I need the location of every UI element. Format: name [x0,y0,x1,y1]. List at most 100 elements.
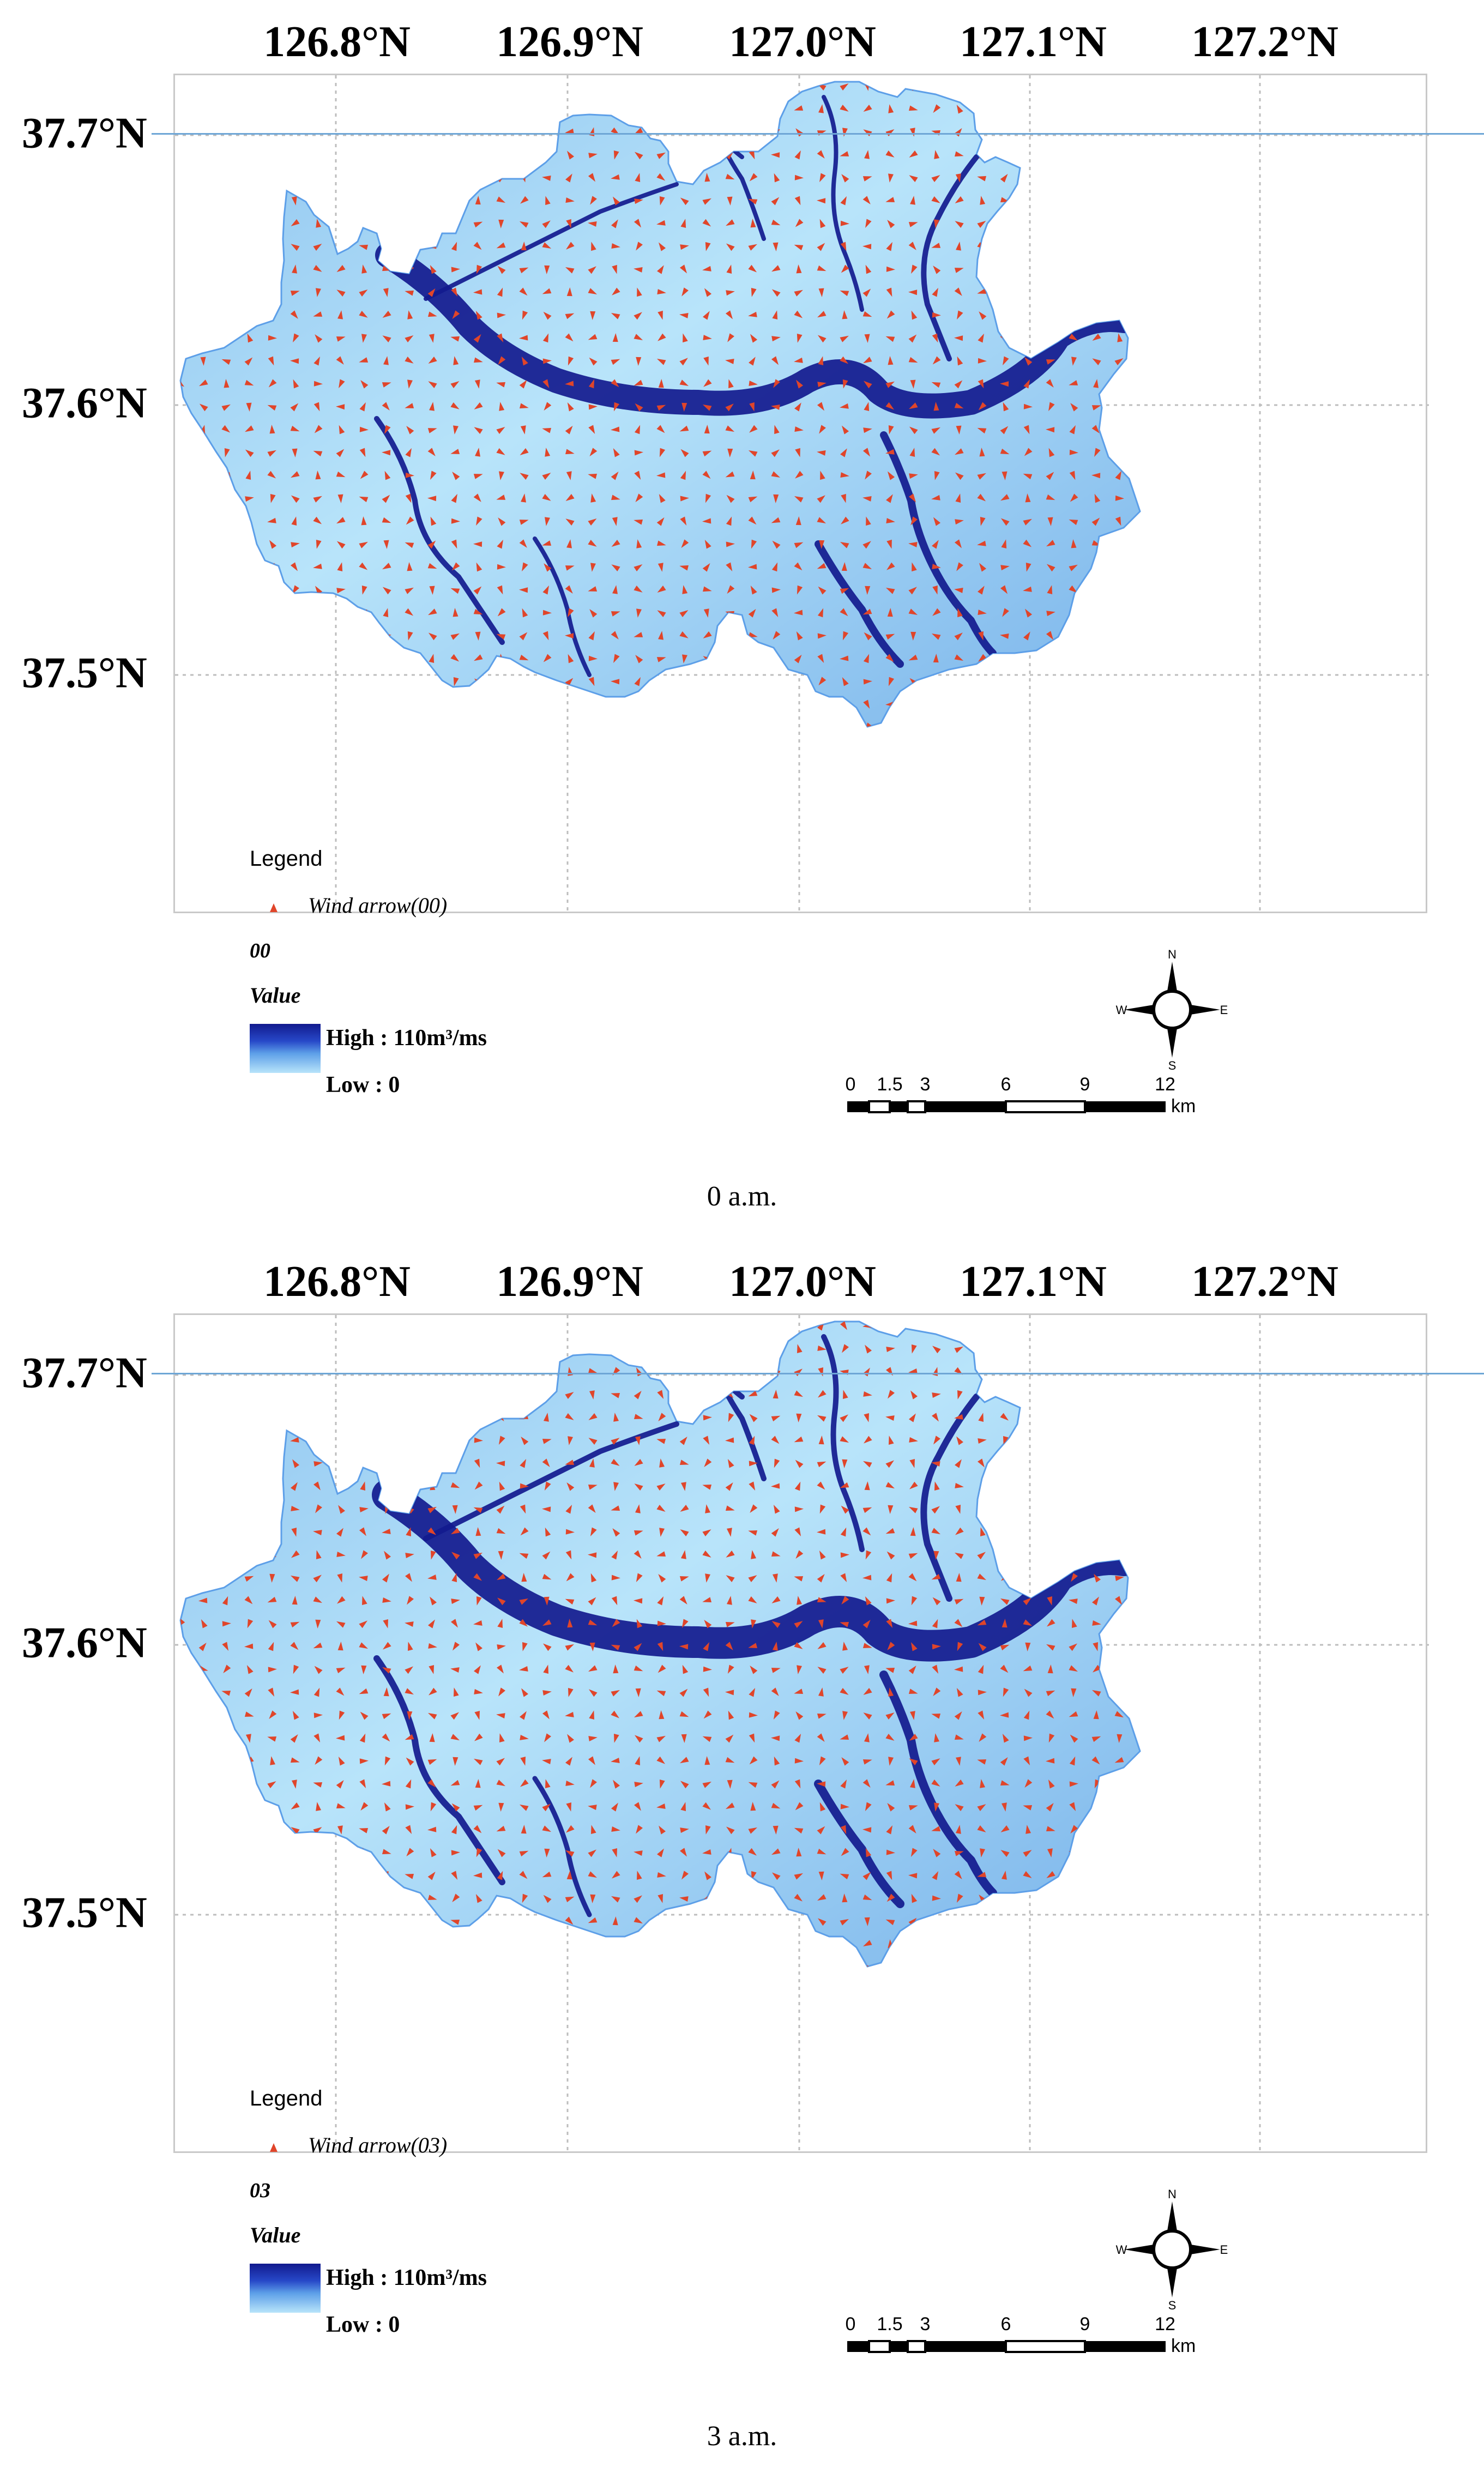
wind-arrow [1138,242,1146,252]
wind-arrow [543,1344,549,1354]
wind-arrow [840,723,849,727]
wind-arrow [748,1848,757,1856]
wind-arrow [565,449,575,455]
wind-arrow [382,84,391,91]
wind-arrow [1115,264,1122,274]
wind-arrow [221,611,231,617]
wind-arrow [498,517,506,526]
wind-arrow [977,1573,987,1581]
wind-arrow [771,85,781,90]
wind-arrow [221,359,231,365]
wind-arrow [817,1894,827,1901]
wind-arrow [1069,1391,1077,1400]
wind-arrow [840,290,849,297]
wind-arrow [1003,104,1009,114]
wind-arrow [384,219,391,228]
wind-arrow [680,1802,686,1812]
wind-arrow [612,264,617,274]
wind-arrow [774,173,780,183]
wind-arrow [338,173,345,183]
wind-arrow [932,287,938,297]
wind-arrow [270,1825,276,1835]
wind-arrow [679,1896,689,1902]
wind-arrow [565,128,574,134]
wind-arrow [748,198,758,205]
wind-arrow [497,564,506,570]
wind-arrow [544,402,552,411]
wind-arrow [221,1390,229,1399]
wind-arrow [932,1939,941,1948]
wind-arrow [794,1390,804,1397]
wind-arrow [1070,403,1078,412]
wind-arrow [612,1528,620,1537]
wind-arrow [611,679,620,685]
wind-arrow [1070,1504,1076,1514]
wind-arrow [382,1733,390,1742]
wind-arrow [1137,722,1140,727]
wind-arrow [725,1621,735,1627]
wind-arrow [336,656,345,662]
wind-arrow [313,265,322,272]
wind-arrow [1000,678,1009,686]
wind-arrow [794,1527,801,1537]
wind-arrow [590,493,596,503]
wind-arrow [636,1573,643,1583]
wind-arrow [977,540,986,546]
wind-arrow [1069,380,1078,385]
wind-arrow [224,1780,230,1789]
wind-arrow [748,1596,757,1603]
wind-arrow [842,1962,848,1967]
wind-arrow [1023,655,1033,661]
wind-arrow [1002,1939,1009,1949]
wind-arrow [886,1347,895,1353]
wind-arrow [1048,1733,1055,1743]
wind-arrow [359,541,368,548]
wind-arrow [496,448,505,455]
wind-arrow [725,425,735,432]
wind-arrow [496,1505,505,1514]
wind-arrow [313,1687,320,1697]
scale-tick-12: 12 [1155,2314,1175,2335]
wind-arrow [794,1642,803,1649]
wind-arrow [405,1919,414,1926]
wind-arrow [771,1687,779,1696]
wind-arrow [588,1504,596,1513]
wind-arrow [794,610,803,616]
wind-arrow [473,1507,483,1513]
wind-arrow [931,243,941,248]
wind-arrow [748,516,757,525]
map-frame [173,1313,1429,2155]
wind-arrow [636,539,642,548]
wind-arrow [978,631,984,641]
wind-arrow [702,1736,712,1742]
wind-arrow [496,426,505,435]
wind-arrow [864,1917,870,1926]
wind-arrow [725,1482,733,1491]
wind-arrow [886,1573,892,1583]
wind-arrow [545,448,551,457]
wind-arrow [224,1413,231,1422]
wind-arrow [1137,1895,1140,1903]
wind-arrow [863,679,872,685]
wind-arrow [313,563,322,569]
wind-arrow [702,722,710,727]
wind-arrow [588,153,598,159]
wind-arrow [198,267,208,273]
wind-arrow [405,1825,412,1835]
wind-arrow [180,1780,185,1789]
wind-arrow [1046,1323,1055,1329]
wind-arrow [405,242,412,251]
wind-arrow [244,677,254,684]
map-panel-0am: 126.8°N 126.9°N 127.0°N 127.1°N 127.2°N … [0,0,1484,1238]
wind-arrow [336,1551,346,1557]
wind-arrow [634,1530,643,1536]
wind-arrow [427,1461,437,1468]
wind-arrow [840,1527,847,1537]
wind-arrow [771,1528,779,1537]
yangjaecheon-stream [532,1776,592,1917]
wind-arrow [634,1483,643,1491]
wind-arrow [681,539,689,548]
wind-arrow [863,1712,872,1720]
wind-arrow [705,242,711,251]
wind-arrow [748,1940,756,1949]
